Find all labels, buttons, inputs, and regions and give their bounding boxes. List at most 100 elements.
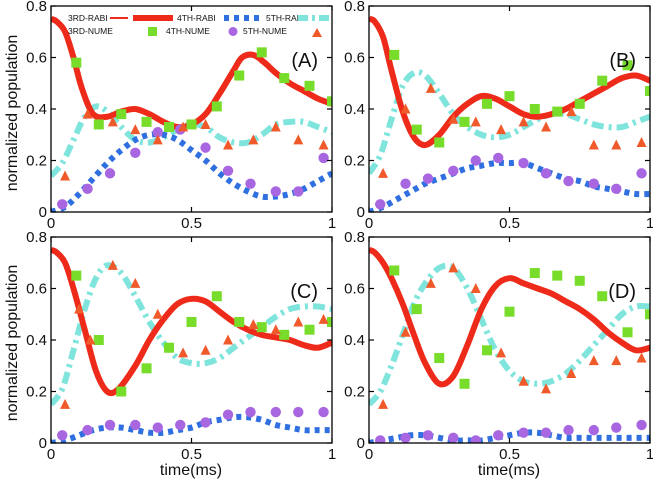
- marker-4th-nume: [234, 70, 245, 81]
- marker-5th-nume: [130, 147, 141, 158]
- marker-5th-nume: [470, 435, 481, 443]
- marker-4th-nume: [279, 329, 290, 340]
- marker-3rd-nume: [200, 118, 211, 129]
- legend-label-3rd-nume: 3RD-NUME: [68, 26, 113, 36]
- marker-4th-nume: [211, 291, 222, 302]
- marker-4th-nume: [434, 137, 445, 148]
- y-tick-label: 0.8: [344, 229, 365, 246]
- marker-3rd-nume: [223, 334, 234, 345]
- marker-5th-nume: [318, 406, 329, 418]
- marker-3rd-nume: [318, 139, 329, 150]
- y-tick-label: 0.4: [344, 332, 365, 349]
- marker-4th-nume: [116, 109, 127, 120]
- marker-4th-nume: [71, 57, 82, 68]
- x-tick-label: 0: [47, 446, 55, 463]
- y-tick-label: 0.8: [344, 0, 365, 15]
- marker-4th-nume: [574, 98, 585, 109]
- y-tick-label: 0.2: [344, 384, 365, 401]
- panel-a: 0 0.5 1 0 0.2 0.4 0.6 0.8 (A): [26, 0, 336, 232]
- marker-5th-nume: [375, 199, 386, 210]
- y-tick-label: 0.6: [26, 50, 47, 67]
- marker-3rd-nume: [74, 303, 85, 314]
- series-line-4th-rabi: [369, 15, 650, 149]
- marker-5th-nume: [57, 430, 68, 441]
- panel-label: (B): [609, 50, 636, 72]
- x-axis-label-left: time(ms): [160, 462, 222, 479]
- y-tick-label: 0: [39, 435, 47, 452]
- marker-4th-nume: [304, 80, 315, 91]
- marker-5th-nume: [293, 186, 304, 197]
- marker-4th-nume: [622, 327, 633, 338]
- marker-5th-nume: [152, 422, 163, 433]
- marker-4th-nume: [304, 324, 315, 335]
- marker-5th-nume: [82, 424, 93, 436]
- series-line-5th-rabi: [369, 429, 650, 443]
- marker-3rd-nume: [270, 121, 281, 132]
- marker-5th-nume: [540, 427, 552, 438]
- marker-4th-nume: [327, 96, 332, 107]
- marker-4th-nume: [529, 268, 540, 279]
- marker-3rd-nume: [85, 334, 96, 345]
- marker-5th-nume: [400, 178, 411, 189]
- marker-4th-nume: [186, 316, 197, 327]
- legend-label-4th-rabi: 4TH-RABI: [177, 13, 216, 23]
- legend-label-5th-nume: 5TH-NUME: [243, 26, 287, 36]
- x-tick-label: 1: [328, 446, 336, 463]
- marker-4th-nume: [622, 60, 633, 71]
- marker-5th-nume: [200, 417, 211, 428]
- x-tick-label: 0.5: [499, 446, 520, 463]
- x-axis-label-right: time(ms): [478, 462, 540, 479]
- marker-3rd-nume: [152, 134, 163, 145]
- marker-3rd-nume: [248, 319, 259, 330]
- x-tick-label: 1: [646, 446, 653, 463]
- marker-4th-nume: [645, 309, 650, 320]
- marker-3rd-nume: [130, 277, 141, 288]
- marker-4th-nume: [389, 265, 400, 276]
- legend-swatch-4th-nume: [148, 27, 157, 36]
- marker-4th-nume: [234, 316, 245, 327]
- x-tick-label: 0.5: [181, 215, 202, 232]
- y-tick-label: 0.6: [26, 281, 47, 298]
- marker-4th-nume: [411, 124, 422, 135]
- marker-5th-nume: [588, 424, 599, 436]
- marker-3rd-nume: [425, 277, 436, 288]
- x-tick-label: 1: [646, 215, 653, 232]
- marker-4th-nume: [482, 98, 493, 109]
- marker-5th-nume: [152, 126, 163, 138]
- marker-5th-nume: [245, 178, 256, 189]
- marker-5th-nume: [422, 173, 434, 184]
- marker-3rd-nume: [636, 136, 647, 147]
- marker-3rd-nume: [496, 124, 507, 135]
- marker-5th-nume: [493, 152, 504, 164]
- legend: 3RD-RABI 4TH-RABI 5TH-RABI 3RD-NUME 4TH-…: [68, 13, 330, 37]
- marker-4th-nume: [645, 85, 650, 96]
- marker-3rd-nume: [248, 134, 259, 145]
- marker-4th-nume: [93, 335, 104, 345]
- marker-5th-nume: [518, 157, 529, 169]
- marker-5th-nume: [611, 422, 622, 433]
- marker-5th-nume: [588, 178, 599, 189]
- x-tick-label: 0: [365, 215, 373, 232]
- marker-5th-nume: [448, 432, 459, 443]
- x-tick-label: 0: [365, 446, 373, 463]
- marker-5th-nume: [470, 155, 481, 166]
- y-tick-label: 0.6: [344, 50, 365, 67]
- y-tick-label: 0.6: [344, 281, 365, 298]
- marker-3rd-nume: [448, 113, 459, 124]
- marker-3rd-nume: [566, 367, 577, 378]
- marker-5th-nume: [270, 406, 281, 418]
- plot-area: [51, 247, 332, 443]
- legend-swatch-5th-nume: [228, 27, 238, 36]
- marker-5th-nume: [222, 409, 234, 420]
- marker-4th-nume: [256, 322, 267, 333]
- marker-3rd-nume: [400, 103, 411, 114]
- marker-4th-nume: [141, 116, 152, 127]
- marker-3rd-nume: [60, 398, 71, 409]
- marker-4th-nume: [141, 363, 152, 374]
- marker-4th-nume: [71, 270, 82, 281]
- marker-3rd-nume: [178, 347, 189, 358]
- plot-area: [369, 15, 650, 212]
- series-line-3rd-rabi: [369, 69, 650, 176]
- marker-5th-nume: [518, 427, 529, 438]
